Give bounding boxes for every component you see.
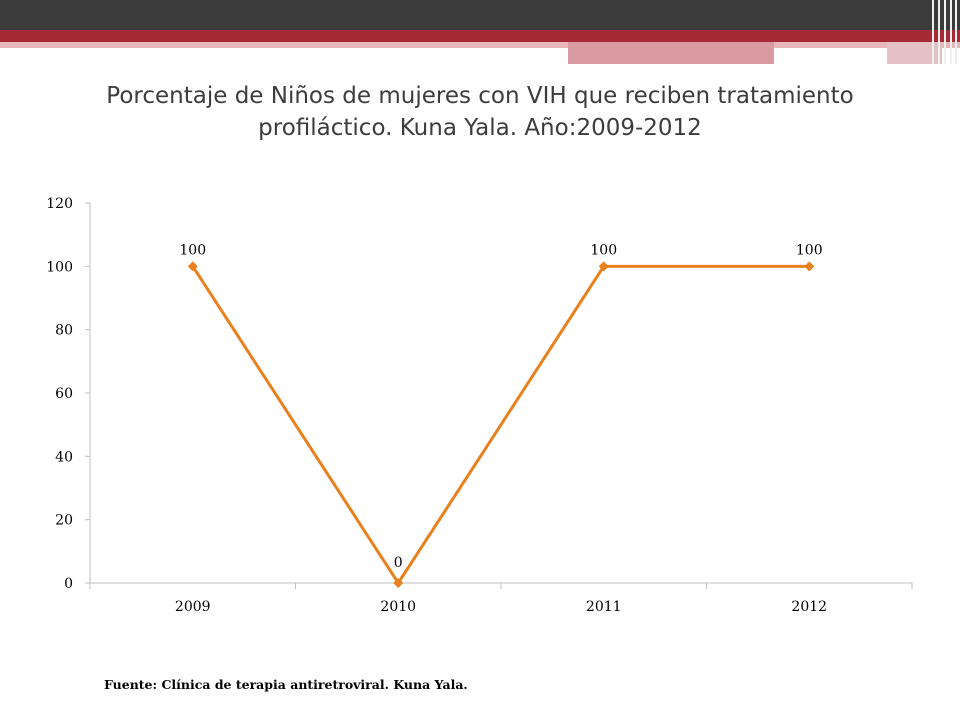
data-point-marker <box>804 261 815 272</box>
y-tick-label: 120 <box>46 196 73 212</box>
x-tick-label: 2009 <box>175 599 211 615</box>
header-pink-band <box>0 42 960 48</box>
data-label: 100 <box>179 242 206 258</box>
x-tick-label: 2011 <box>586 599 622 615</box>
data-label: 100 <box>796 242 823 258</box>
data-point-marker <box>598 261 609 272</box>
data-label: 100 <box>590 242 617 258</box>
header-accent-tab <box>568 42 774 64</box>
source-note: Fuente: Clínica de terapia antiretrovira… <box>104 677 468 692</box>
x-tick-label: 2012 <box>791 599 827 615</box>
data-label: 0 <box>394 555 403 571</box>
y-tick-label: 40 <box>55 449 73 465</box>
header-accent-line <box>775 52 887 54</box>
series-line <box>191 264 810 585</box>
y-tick-label: 80 <box>55 323 73 339</box>
header-stripes <box>930 0 960 64</box>
header-dark-bar <box>0 0 960 30</box>
x-tick-label: 2010 <box>380 599 416 615</box>
y-tick-label: 60 <box>55 386 73 402</box>
data-point-marker <box>187 261 198 272</box>
data-point-marker <box>393 578 404 588</box>
y-tick-label: 0 <box>64 576 73 592</box>
y-tick-label: 100 <box>46 259 73 275</box>
line-chart: 0 20 40 60 80 100 120 2009 2010 2011 2012 100 0 100 10… <box>46 196 913 615</box>
header-red-band <box>0 30 960 42</box>
header-accent-tab-right <box>887 42 942 64</box>
chart-title: Porcentaje de Niños de mujeres con VIH q… <box>106 83 854 141</box>
y-tick-label: 20 <box>55 513 73 529</box>
